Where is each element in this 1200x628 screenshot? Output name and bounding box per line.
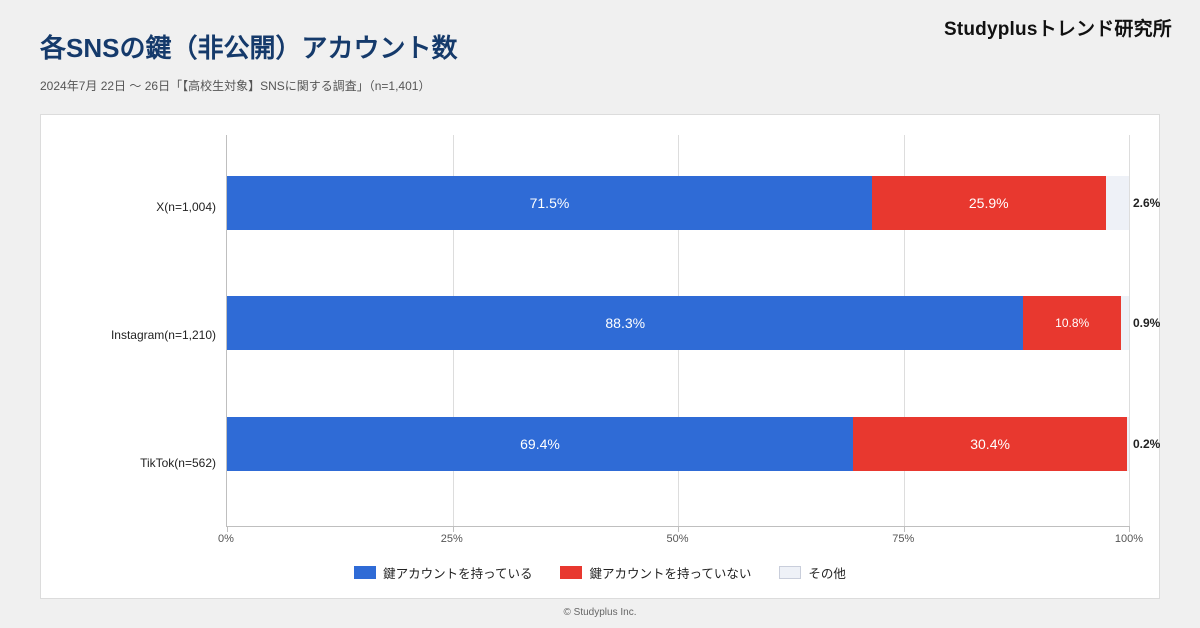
bar-segment-no_locked: 10.8% <box>1023 296 1120 350</box>
legend: 鍵アカウントを持っている 鍵アカウントを持っていない その他 <box>71 549 1129 582</box>
bar-segment-has_locked: 71.5% <box>227 176 872 230</box>
bar-segment-no_locked: 30.4% <box>853 417 1127 471</box>
legend-swatch <box>779 566 801 579</box>
gridline <box>1129 135 1130 526</box>
x-axis-label: 50% <box>666 533 688 545</box>
y-axis-labels: X(n=1,004) Instagram(n=1,210) TikTok(n=562… <box>71 135 226 549</box>
bar-segment-no_locked: 25.9% <box>872 176 1106 230</box>
footer-copyright: © Studyplus Inc. <box>0 599 1200 628</box>
legend-swatch <box>560 566 582 579</box>
header: Studyplusトレンド研究所 各SNSの鍵（非公開）アカウント数 2024年… <box>0 0 1200 100</box>
bar-segment-has_locked: 88.3% <box>227 296 1023 350</box>
legend-label: 鍵アカウントを持っていない <box>589 563 751 582</box>
legend-item-other: その他 <box>779 563 846 582</box>
y-axis-label: X(n=1,004) <box>71 200 226 214</box>
bars-grid: 71.5%25.9%2.6%88.3%10.8%0.9%69.4%30.4%0.… <box>226 135 1129 527</box>
x-axis: 0%25%50%75%100% <box>226 527 1129 549</box>
legend-label: 鍵アカウントを持っている <box>383 563 532 582</box>
chart-card: X(n=1,004) Instagram(n=1,210) TikTok(n=562… <box>40 114 1160 599</box>
x-axis-label: 25% <box>441 533 463 545</box>
legend-label: その他 <box>808 563 846 582</box>
bar-segment-other: 0.9% <box>1121 296 1129 350</box>
x-axis-label: 75% <box>892 533 914 545</box>
bar-row: 71.5%25.9%2.6% <box>227 176 1129 230</box>
bar-segment-label-outside: 0.9% <box>1129 316 1160 330</box>
legend-swatch <box>354 566 376 579</box>
bar-row: 88.3%10.8%0.9% <box>227 296 1129 350</box>
bar-row: 69.4%30.4%0.2% <box>227 417 1129 471</box>
legend-item-has_locked: 鍵アカウントを持っている <box>354 563 532 582</box>
y-axis-label: Instagram(n=1,210) <box>71 328 226 342</box>
bar-segment-other: 2.6% <box>1106 176 1129 230</box>
legend-item-no_locked: 鍵アカウントを持っていない <box>560 563 751 582</box>
brand-logo-text: Studyplusトレンド研究所 <box>944 14 1172 41</box>
plot-area: X(n=1,004) Instagram(n=1,210) TikTok(n=562… <box>71 135 1129 549</box>
x-tick <box>1129 526 1130 532</box>
x-axis-label: 0% <box>218 533 234 545</box>
bar-segment-label-outside: 0.2% <box>1129 437 1160 451</box>
x-axis-label: 100% <box>1115 533 1143 545</box>
bar-segment-label-outside: 2.6% <box>1129 196 1160 210</box>
bars-outer: 71.5%25.9%2.6%88.3%10.8%0.9%69.4%30.4%0.… <box>226 135 1129 549</box>
bar-segment-other: 0.2% <box>1127 417 1129 471</box>
bar-segment-has_locked: 69.4% <box>227 417 853 471</box>
y-axis-label: TikTok(n=562) <box>71 456 226 470</box>
survey-meta: 2024年7月 22日 ～ 26日「【高校生対象】SNSに関する調査」（n=1,… <box>40 77 1160 94</box>
